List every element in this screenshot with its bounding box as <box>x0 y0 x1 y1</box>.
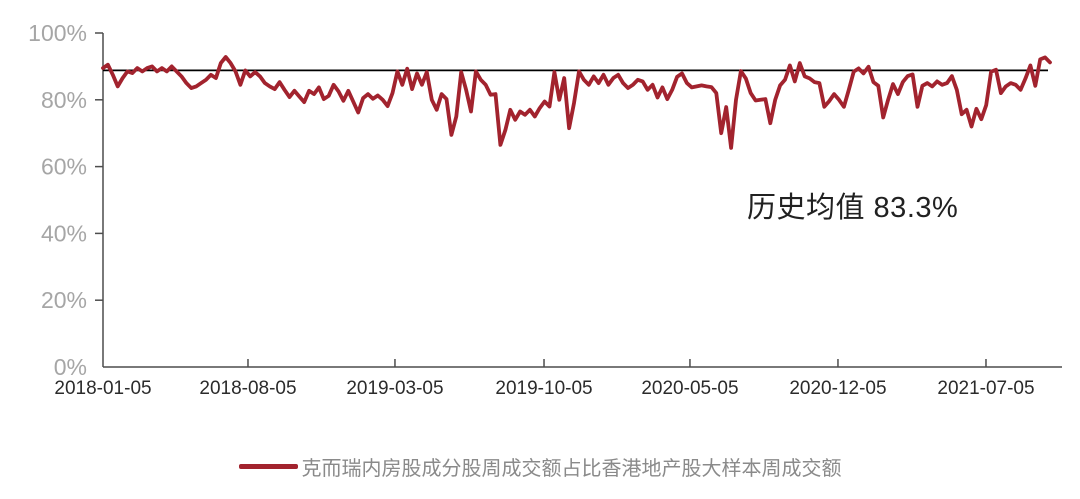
line-chart: 0% 20% 40% 60% 80% 100% 2018-01-05 2018-08-05 20… <box>28 20 1062 399</box>
chart-legend: 克而瑞内房股成分股周成交额占比香港地产股大样本周成交额 <box>0 452 1080 481</box>
series-line <box>101 55 1052 150</box>
average-annotation: 历史均值 83.3% <box>747 192 959 224</box>
y-axis-label: 60% <box>41 154 87 180</box>
y-axis-label: 0% <box>54 354 87 380</box>
x-axis-label: 2020-05-05 <box>641 378 738 399</box>
x-axis-label: 2019-03-05 <box>346 378 443 399</box>
x-axis-label: 2018-08-05 <box>199 378 296 399</box>
y-axis-label: 20% <box>41 287 87 313</box>
x-axis-label: 2018-01-05 <box>54 378 151 399</box>
x-axis-label: 2019-10-05 <box>495 378 592 399</box>
legend-line-swatch <box>238 464 298 469</box>
x-axis-label: 2021-07-05 <box>937 378 1034 399</box>
y-axis-label: 80% <box>41 87 87 113</box>
y-axis-label: 40% <box>41 220 87 246</box>
x-axis-label: 2020-12-05 <box>789 378 886 399</box>
legend-label: 克而瑞内房股成分股周成交额占比香港地产股大样本周成交额 <box>301 458 842 480</box>
y-axis-label: 100% <box>28 20 87 46</box>
